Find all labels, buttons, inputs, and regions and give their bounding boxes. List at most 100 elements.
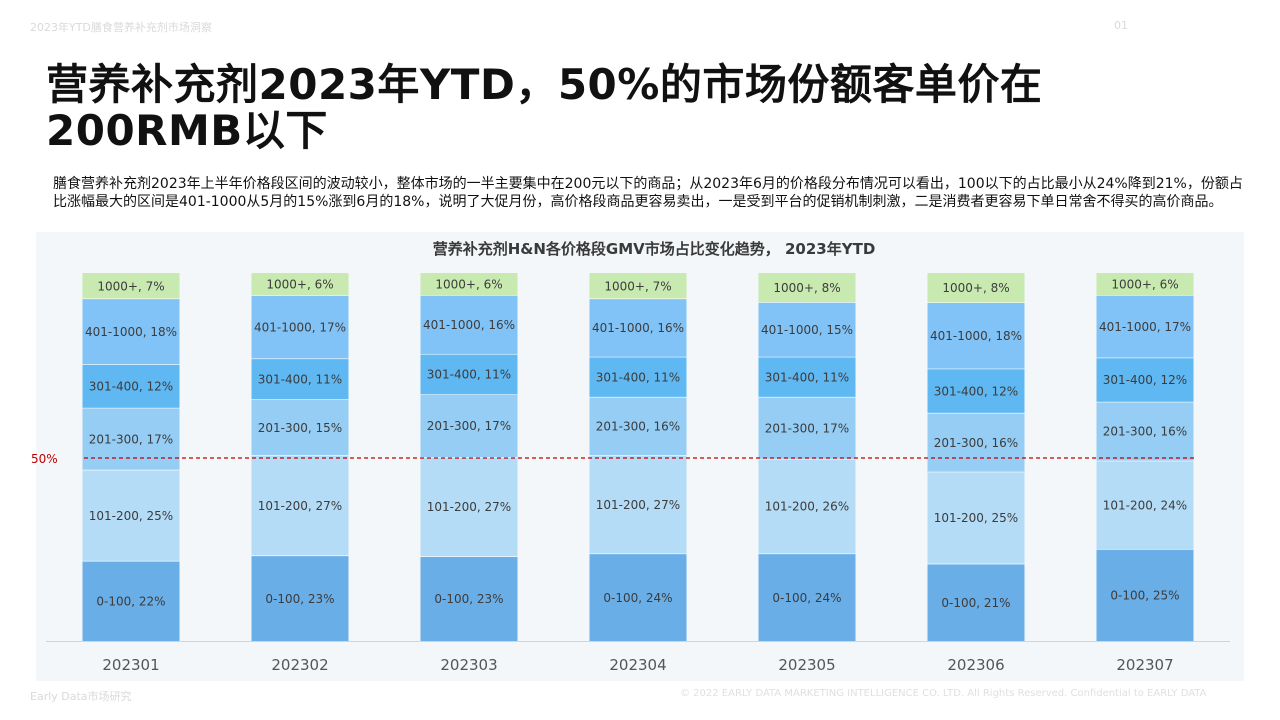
bar-segment-202306-101-200 [927, 471, 1025, 564]
x-tick-label-202305: 202305 [778, 656, 835, 674]
x-tick-label-202306: 202306 [947, 656, 1004, 674]
data-label-202306-101-200: 101-200, 25% [934, 511, 1018, 525]
data-label-202302-401-1000: 401-1000, 17% [254, 320, 346, 334]
data-label-202302-301-400: 301-400, 11% [258, 372, 342, 386]
bar-segment-202305-0-100 [758, 553, 856, 641]
data-label-202303-201-300: 201-300, 17% [427, 419, 511, 433]
data-label-202305-1000+: 1000+, 8% [773, 281, 840, 295]
data-label-202305-101-200: 101-200, 26% [765, 500, 849, 514]
bar-segment-202301-1000+ [82, 273, 180, 299]
data-label-202303-301-400: 301-400, 11% [427, 368, 511, 382]
data-label-202304-201-300: 201-300, 16% [596, 420, 680, 434]
bar-segment-202304-401-1000 [589, 298, 687, 357]
bar-segment-202301-201-300 [82, 407, 180, 470]
bar-segment-202302-0-100 [251, 555, 349, 641]
bar-segment-202307-301-400 [1096, 357, 1194, 402]
data-label-202305-301-400: 301-400, 11% [765, 370, 849, 384]
data-label-202307-0-100: 0-100, 25% [1110, 589, 1179, 603]
data-label-202302-201-300: 201-300, 15% [258, 421, 342, 435]
data-label-202301-1000+: 1000+, 7% [97, 279, 164, 293]
bar-segment-202305-1000+ [758, 273, 856, 303]
bar-segment-202302-301-400 [251, 358, 349, 400]
bar-segment-202302-101-200 [251, 455, 349, 556]
chart-title: 营养补充剂H&N各价格段GMV市场占比变化趋势， 2023年YTD [432, 240, 876, 258]
data-label-202301-0-100: 0-100, 22% [96, 594, 165, 608]
bar-segment-202307-401-1000 [1096, 295, 1194, 358]
data-label-202301-301-400: 301-400, 12% [89, 379, 173, 393]
bar-segment-202305-101-200 [758, 458, 856, 554]
bar-segment-202304-1000+ [589, 273, 687, 299]
data-label-202303-101-200: 101-200, 27% [427, 500, 511, 514]
slide-description: 膳食营养补充剂2023年上半年价格段区间的波动较小，整体市场的一半主要集中在20… [53, 176, 1243, 210]
x-tick-label-202304: 202304 [609, 656, 666, 674]
bar-segment-202306-201-300 [927, 412, 1025, 472]
bar-segment-202301-101-200 [82, 469, 180, 561]
data-label-202306-1000+: 1000+, 8% [942, 281, 1009, 295]
bar-segment-202303-401-1000 [420, 295, 518, 354]
data-label-202304-301-400: 301-400, 11% [596, 370, 680, 384]
data-label-202304-401-1000: 401-1000, 16% [592, 321, 684, 335]
bar-segment-202304-301-400 [589, 356, 687, 397]
data-label-202307-301-400: 301-400, 12% [1103, 373, 1187, 387]
x-tick-label-202307: 202307 [1116, 656, 1173, 674]
bar-segment-202303-301-400 [420, 353, 518, 395]
bar-segment-202304-101-200 [589, 455, 687, 554]
bar-segment-202303-101-200 [420, 457, 518, 557]
slide-title: 营养补充剂2023年YTD，50%的市场份额客单价在200RMB以下 [46, 60, 1043, 155]
bar-segment-202303-201-300 [420, 394, 518, 457]
data-label-202302-101-200: 101-200, 27% [258, 499, 342, 513]
data-label-202307-1000+: 1000+, 6% [1111, 278, 1178, 292]
bar-segment-202305-301-400 [758, 356, 856, 397]
page-number: 01 [1114, 19, 1128, 32]
data-label-202306-0-100: 0-100, 21% [941, 596, 1010, 610]
x-tick-label-202301: 202301 [102, 656, 159, 674]
data-label-202302-0-100: 0-100, 23% [265, 592, 334, 606]
bar-segment-202303-0-100 [420, 556, 518, 641]
data-label-202304-101-200: 101-200, 27% [596, 498, 680, 512]
data-label-202306-401-1000: 401-1000, 18% [930, 329, 1022, 343]
x-tick-label-202302: 202302 [271, 656, 328, 674]
bar-segment-202307-101-200 [1096, 460, 1194, 549]
data-label-202303-1000+: 1000+, 6% [435, 278, 502, 292]
bar-segment-202306-0-100 [927, 563, 1025, 641]
bar-segment-202307-1000+ [1096, 273, 1194, 296]
data-label-202307-201-300: 201-300, 16% [1103, 425, 1187, 439]
data-label-202304-0-100: 0-100, 24% [603, 591, 672, 605]
bar-segment-202306-301-400 [927, 368, 1025, 413]
bar-segment-202305-201-300 [758, 396, 856, 459]
footer-copyright: © 2022 EARLY DATA MARKETING INTELLIGENCE… [680, 688, 1207, 699]
data-label-202304-1000+: 1000+, 7% [604, 279, 671, 293]
bar-segment-202301-401-1000 [82, 298, 180, 365]
data-label-202306-301-400: 301-400, 12% [934, 384, 1018, 398]
bar-segment-202306-1000+ [927, 273, 1025, 303]
data-label-202307-401-1000: 401-1000, 17% [1099, 320, 1191, 334]
data-label-202305-0-100: 0-100, 24% [772, 591, 841, 605]
bar-segment-202301-0-100 [82, 560, 180, 641]
bar-segment-202302-401-1000 [251, 295, 349, 359]
reference-line-label: 50% [31, 452, 58, 466]
data-label-202301-101-200: 101-200, 25% [89, 509, 173, 523]
data-label-202303-0-100: 0-100, 23% [434, 592, 503, 606]
data-label-202305-401-1000: 401-1000, 15% [761, 323, 853, 337]
x-tick-label-202303: 202303 [440, 656, 497, 674]
data-label-202307-101-200: 101-200, 24% [1103, 498, 1187, 512]
data-label-202306-201-300: 201-300, 16% [934, 436, 1018, 450]
bar-segment-202302-201-300 [251, 399, 349, 456]
footer-source: Early Data市场研究 [30, 690, 132, 703]
bar-segment-202305-401-1000 [758, 302, 856, 357]
data-label-202302-1000+: 1000+, 6% [266, 278, 333, 292]
bar-segment-202303-1000+ [420, 273, 518, 296]
bar-segment-202304-0-100 [589, 553, 687, 641]
data-label-202303-401-1000: 401-1000, 16% [423, 318, 515, 332]
data-label-202301-201-300: 201-300, 17% [89, 432, 173, 446]
bar-segment-202306-401-1000 [927, 302, 1025, 369]
bar-segment-202307-201-300 [1096, 401, 1194, 461]
bar-segment-202302-1000+ [251, 273, 349, 296]
bar-segment-202301-301-400 [82, 364, 180, 408]
data-label-202301-401-1000: 401-1000, 18% [85, 325, 177, 339]
bar-segment-202304-201-300 [589, 396, 687, 456]
bar-segment-202307-0-100 [1096, 549, 1194, 641]
data-label-202305-201-300: 201-300, 17% [765, 421, 849, 435]
document-title: 2023年YTD膳食营养补充剂市场洞察 [30, 21, 212, 34]
